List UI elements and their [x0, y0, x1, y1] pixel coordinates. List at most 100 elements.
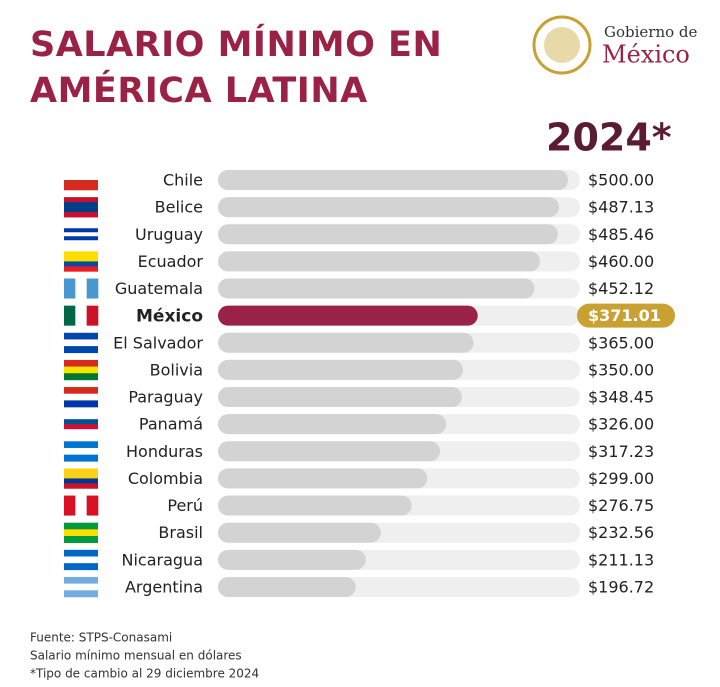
footnote: Fuente: STPS-Conasami: [30, 631, 172, 645]
flag-stripe: [64, 240, 98, 245]
category-label: Belice: [155, 198, 203, 217]
value-label: $460.00: [588, 252, 654, 271]
chart-title: SALARIO MÍNIMO EN AMÉRICA LATINA: [30, 25, 443, 111]
footnote: *Tipo de cambio al 29 diciembre 2024: [30, 667, 259, 681]
flag-stripe: [64, 447, 98, 455]
logo-text: México: [602, 41, 690, 69]
flag-stripe: [64, 590, 98, 598]
value-label: $500.00: [588, 171, 654, 190]
value-label: $276.75: [588, 496, 654, 515]
category-label: Perú: [167, 496, 203, 515]
flag-stripe: [64, 228, 98, 233]
bar: [218, 576, 356, 597]
flag-stripe: [64, 393, 98, 401]
category-label: El Salvador: [113, 333, 203, 352]
flag-stripe: [64, 366, 98, 374]
flag-stripe: [75, 495, 87, 516]
flag-stripe: [64, 232, 98, 237]
category-label: Honduras: [126, 442, 203, 461]
flag-stripe: [86, 305, 99, 326]
value-label: $299.00: [588, 469, 654, 488]
value-label: $350.00: [588, 360, 654, 379]
flag-stripe: [64, 424, 98, 430]
bar: [218, 441, 441, 462]
flag-stripe: [64, 170, 98, 181]
category-label: Chile: [163, 171, 203, 190]
value-label: $317.23: [588, 442, 654, 461]
bar: [218, 170, 568, 190]
flag-stripe: [64, 387, 98, 395]
flag-stripe: [64, 549, 98, 557]
flag-stripe: [64, 495, 76, 516]
flag-stripe: [64, 207, 98, 213]
bar: [218, 332, 474, 353]
flag-stripe: [64, 346, 98, 354]
flag-stripe: [64, 441, 98, 449]
flag-stripe: [64, 478, 98, 484]
flag-stripe: [64, 400, 98, 408]
flag-stripe: [64, 522, 98, 530]
footnote: Salario mínimo mensual en dólares: [30, 649, 242, 663]
flag-stripe: [64, 359, 98, 367]
bar: [218, 522, 381, 543]
chart-subtitle: 2024*: [546, 116, 672, 160]
value-label: $348.45: [588, 388, 654, 407]
value-label: $211.13: [588, 550, 654, 569]
bar: [218, 495, 412, 516]
flag-stripe: [64, 266, 98, 272]
value-label: $196.72: [588, 577, 654, 596]
flag-stripe: [64, 414, 98, 420]
bar: [218, 197, 559, 218]
logo-emblem: [532, 15, 592, 75]
bar: [218, 278, 535, 299]
category-label: Argentina: [125, 577, 203, 596]
flag-stripe: [75, 305, 87, 326]
value-badge: [577, 303, 675, 328]
flag-stripe: [86, 495, 99, 516]
flag-stripe: [64, 278, 76, 299]
flag-stripe: [64, 202, 98, 208]
flag-stripe: [64, 419, 98, 425]
flag-stripe: [75, 278, 87, 299]
value-label: $487.13: [588, 198, 654, 217]
bar: [218, 305, 478, 326]
category-label: Colombia: [128, 469, 203, 488]
flag-stripe: [64, 332, 98, 340]
value-label: $485.46: [588, 225, 654, 244]
flag-stripe: [64, 197, 98, 203]
bar: [218, 251, 540, 272]
flag-stripe: [64, 224, 98, 229]
bar: [218, 549, 366, 570]
flag-stripe: [64, 468, 98, 474]
logo-text: Gobierno de: [604, 23, 698, 41]
flag-stripe: [64, 483, 98, 489]
flag-stripe: [64, 454, 98, 462]
category-label: Guatemala: [115, 279, 203, 298]
bar: [218, 414, 447, 435]
flag-stripe: [64, 212, 98, 218]
logo-emblem: [544, 27, 580, 63]
flag-stripe: [64, 536, 98, 543]
bar: [218, 359, 463, 380]
flag-stripe: [64, 576, 98, 584]
category-label: México: [136, 307, 203, 327]
category-label: Panamá: [139, 415, 203, 434]
category-label: Bolivia: [150, 360, 203, 379]
flag-stripe: [64, 556, 98, 564]
flag-stripe: [86, 278, 99, 299]
flag-stripe: [64, 339, 98, 347]
category-label: Brasil: [158, 523, 203, 542]
value-label: $365.00: [588, 333, 654, 352]
category-label: Paraguay: [128, 388, 203, 407]
bar: [218, 468, 428, 489]
flag-stripe: [64, 180, 98, 191]
category-label: Nicaragua: [122, 550, 204, 569]
flag-stripe: [64, 583, 98, 591]
value-label: $371.01: [588, 306, 661, 325]
flag-stripe: [64, 429, 98, 435]
flag-stripe: [64, 236, 98, 241]
flag-stripe: [64, 251, 98, 257]
bar: [218, 387, 462, 408]
